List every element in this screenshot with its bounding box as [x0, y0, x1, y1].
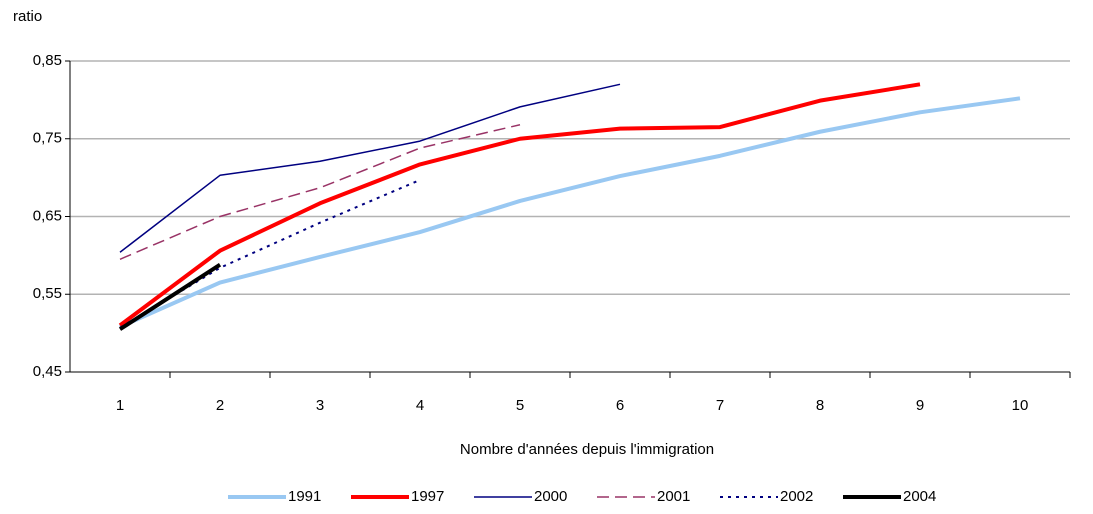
- y-tick-label: 0,75: [33, 130, 62, 147]
- x-tick-label: 5: [516, 397, 524, 414]
- x-tick-label: 3: [316, 397, 324, 414]
- y-tick-label: 0,55: [33, 285, 62, 302]
- x-tick-label: 10: [1012, 397, 1029, 414]
- series-line: [118, 263, 222, 331]
- x-tick-label: 7: [716, 397, 724, 414]
- y-axis-title: ratio: [13, 8, 42, 25]
- series-line: [119, 124, 521, 260]
- legend-label: 2001: [657, 488, 690, 505]
- legend-label: 2000: [534, 488, 567, 505]
- x-tick-label: 4: [416, 397, 424, 414]
- x-tick-label: 1: [116, 397, 124, 414]
- legend-label: 1991: [288, 488, 321, 505]
- y-tick-label: 0,45: [33, 363, 62, 380]
- series-line: [118, 82, 921, 327]
- y-tick-label: 0,65: [33, 207, 62, 224]
- x-tick-label: 9: [916, 397, 924, 414]
- x-axis-title: Nombre d'années depuis l'immigration: [460, 441, 714, 458]
- series-line: [119, 96, 1021, 329]
- y-tick-label: 0,85: [33, 52, 62, 69]
- x-tick-label: 8: [816, 397, 824, 414]
- legend-label: 1997: [411, 488, 444, 505]
- x-tick-label: 2: [216, 397, 224, 414]
- legend-label: 2004: [903, 488, 936, 505]
- legend-label: 2002: [780, 488, 813, 505]
- x-tick-label: 6: [616, 397, 624, 414]
- series-line: [119, 83, 621, 253]
